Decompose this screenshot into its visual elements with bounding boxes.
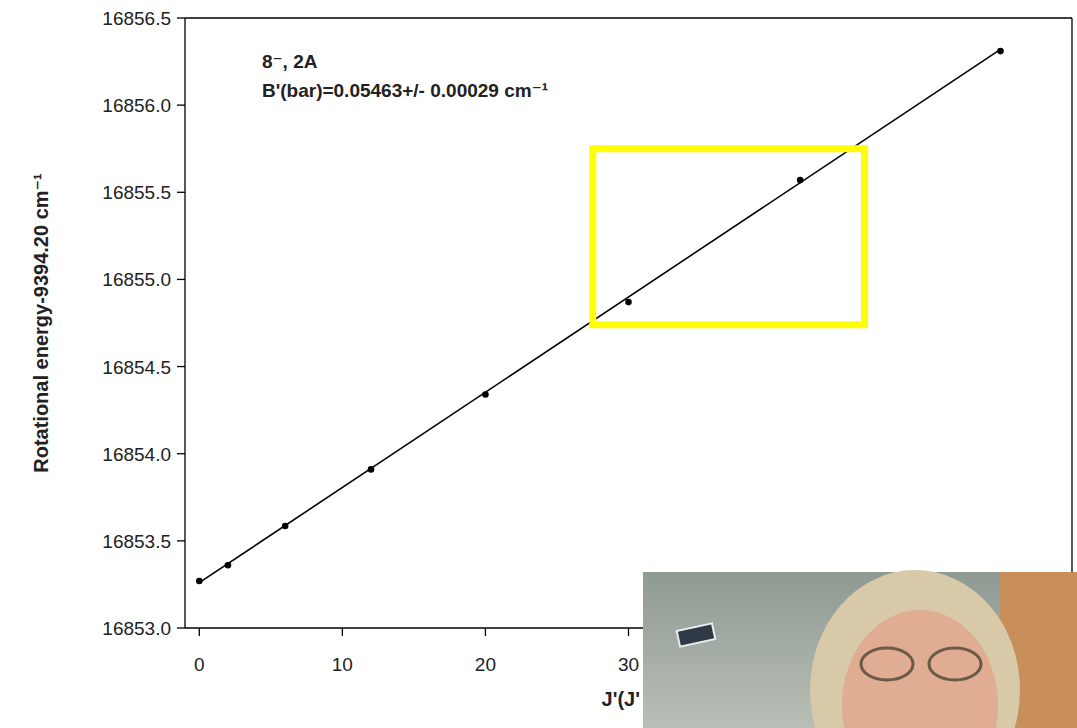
y-axis-title: Rotational energy-9394.20 cm⁻¹ xyxy=(30,173,52,473)
y-tick-label: 16853.5 xyxy=(102,531,171,552)
x-tick-label: 0 xyxy=(194,654,205,675)
x-tick-label: 10 xyxy=(332,654,353,675)
webcam-glasses xyxy=(929,648,981,680)
highlight-box xyxy=(593,149,865,325)
y-tick-label: 16855.5 xyxy=(102,182,171,203)
y-tick xyxy=(177,104,185,105)
x-tick xyxy=(485,628,486,636)
webcam-light xyxy=(677,623,716,646)
data-point xyxy=(625,299,632,306)
subtitle: B'(bar)=0.05463+/- 0.00029 cm⁻¹ xyxy=(262,80,548,101)
y-tick xyxy=(177,192,185,193)
y-tick-label: 16855.0 xyxy=(102,269,171,290)
y-tick-label: 16856.0 xyxy=(102,95,171,116)
y-tick-label: 16853.0 xyxy=(102,618,171,639)
y-tick xyxy=(177,17,185,18)
y-tick xyxy=(177,627,185,628)
webcam-glasses xyxy=(861,648,913,680)
x-tick-label: 30 xyxy=(618,654,639,675)
webcam-inset xyxy=(643,570,1077,728)
plot-area xyxy=(196,48,1004,584)
y-tick xyxy=(177,453,185,454)
y-tick-label: 16856.5 xyxy=(102,8,171,29)
x-tick xyxy=(628,628,629,636)
title: 8⁻, 2A xyxy=(262,51,318,72)
x-tick-label: 20 xyxy=(475,654,496,675)
y-axis xyxy=(184,18,185,628)
chart: 16853.0 16853.5 16854.0 16854.5 16855.0 16855… xyxy=(0,0,1077,728)
y-tick xyxy=(177,279,185,280)
frame-top xyxy=(185,17,1072,18)
y-tick-label: 16854.5 xyxy=(102,357,171,378)
x-tick xyxy=(342,628,343,636)
y-tick-label: 16854.0 xyxy=(102,444,171,465)
webcam-face xyxy=(842,610,998,728)
x-axis-title: J'(J' xyxy=(602,688,640,710)
webcam-hair xyxy=(810,570,1020,728)
y-tick xyxy=(177,366,185,367)
frame-right xyxy=(1071,18,1072,628)
y-tick xyxy=(177,540,185,541)
x-tick xyxy=(199,628,200,636)
fit-line xyxy=(199,49,1000,582)
